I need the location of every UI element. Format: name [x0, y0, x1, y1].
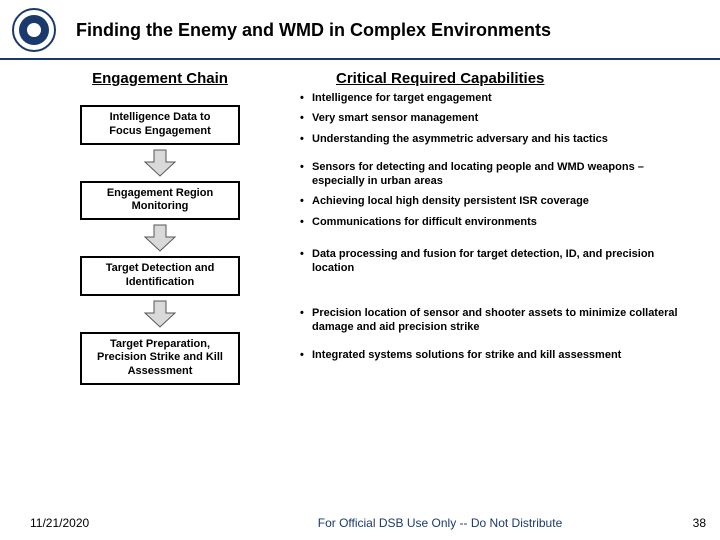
- capability-bullet: •Intelligence for target engagement: [300, 91, 698, 105]
- chain-box-region-monitoring: Engagement Region Monitoring: [80, 181, 240, 221]
- capability-bullet: •Data processing and fusion for target d…: [300, 247, 698, 276]
- engagement-chain-column: Engagement Chain Intelligence Data to Fo…: [40, 70, 280, 385]
- bullet-text: Very smart sensor management: [312, 111, 698, 125]
- seal-logo: [12, 8, 56, 52]
- bullet-text: Sensors for detecting and locating peopl…: [312, 160, 698, 189]
- down-arrow-icon: [143, 223, 177, 253]
- page-number: 38: [680, 516, 720, 530]
- down-arrow-icon: [143, 299, 177, 329]
- capability-bullet: •Precision location of sensor and shoote…: [300, 306, 698, 335]
- bullet-text: Communications for difficult environment…: [312, 215, 698, 229]
- down-arrow-icon: [143, 148, 177, 178]
- bullet-text: Achieving local high density persistent …: [312, 194, 698, 208]
- capability-bullet: •Achieving local high density persistent…: [300, 194, 698, 208]
- bullet-text: Precision location of sensor and shooter…: [312, 306, 698, 335]
- chain-box-intelligence-data: Intelligence Data to Focus Engagement: [80, 105, 240, 145]
- footer-date: 11/21/2020: [0, 516, 200, 530]
- right-column-heading: Critical Required Capabilities: [300, 70, 698, 87]
- chain-box-target-detection: Target Detection and Identification: [80, 256, 240, 296]
- bullet-text: Intelligence for target engagement: [312, 91, 698, 105]
- footer-classification: For Official DSB Use Only -- Do Not Dist…: [200, 516, 680, 530]
- footer: 11/21/2020 For Official DSB Use Only -- …: [0, 516, 720, 530]
- content: Engagement Chain Intelligence Data to Fo…: [0, 60, 720, 385]
- capability-bullet: •Very smart sensor management: [300, 111, 698, 125]
- capability-bullet: •Communications for difficult environmen…: [300, 215, 698, 229]
- capability-bullet: •Understanding the asymmetric adversary …: [300, 132, 698, 146]
- bullet-text: Data processing and fusion for target de…: [312, 247, 698, 276]
- left-column-heading: Engagement Chain: [92, 70, 228, 87]
- capabilities-column: Critical Required Capabilities •Intellig…: [280, 70, 698, 385]
- capability-bullet: •Integrated systems solutions for strike…: [300, 348, 698, 362]
- capability-bullet: •Sensors for detecting and locating peop…: [300, 160, 698, 189]
- chain-box-target-preparation: Target Preparation, Precision Strike and…: [80, 332, 240, 385]
- header: Finding the Enemy and WMD in Complex Env…: [0, 0, 720, 56]
- bullet-text: Understanding the asymmetric adversary a…: [312, 132, 698, 146]
- slide-title: Finding the Enemy and WMD in Complex Env…: [76, 20, 551, 41]
- bullet-text: Integrated systems solutions for strike …: [312, 348, 698, 362]
